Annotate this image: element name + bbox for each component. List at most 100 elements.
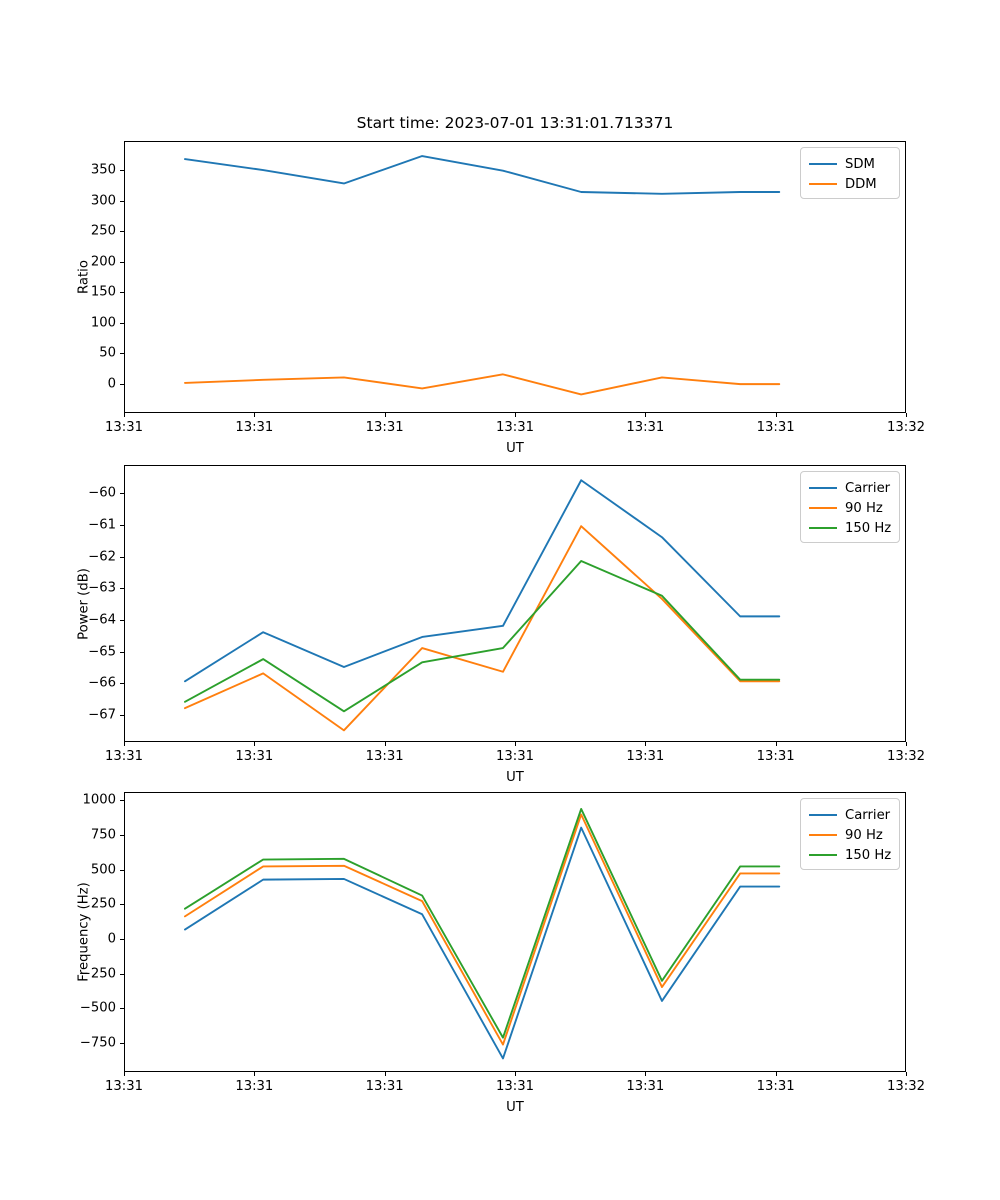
power-plot-ytick-mark (120, 620, 124, 622)
frequency-plot-xtick-mark (775, 1072, 777, 1076)
frequency-plot-xtick-label: 13:31 (104, 1079, 144, 1094)
ratio-plot-ytick-mark (120, 353, 124, 355)
power-plot-legend[interactable]: Carrier 90 Hz 150 Hz (800, 471, 900, 543)
legend-label: 150 Hz (845, 847, 892, 863)
power-plot-xtick-mark (515, 742, 516, 746)
power-plot-ytick-label: −66 (88, 675, 116, 691)
frequency-plot-ytick-mark (120, 938, 124, 940)
legend-entry-carrier[interactable]: Carrier (809, 478, 891, 498)
power-plot-xtick-mark (124, 742, 125, 746)
power-plot-xtick-mark (906, 742, 907, 746)
frequency-plot-ytick-mark (120, 834, 124, 836)
power-plot-ytick-label: −63 (88, 580, 116, 596)
legend-entry-150-hz[interactable]: 150 Hz (809, 845, 891, 865)
ratio-plot-xaxis-label: UT (506, 441, 524, 456)
frequency-plot-xtick-mark (254, 1072, 256, 1076)
ratio-plot-ytick-mark (120, 200, 124, 202)
ratio-plot (124, 141, 906, 413)
power-plot-ytick-mark (120, 588, 124, 590)
ratio-plot-ytick-label: 350 (90, 162, 116, 178)
ratio-plot-xtick-label: 13:31 (365, 420, 404, 435)
legend-line-swatch (809, 487, 837, 489)
power-plot-xtick-label: 13:31 (756, 749, 795, 764)
power-plot-ytick-mark (120, 493, 124, 495)
frequency-plot-ytick-label: −500 (79, 1000, 116, 1016)
series-line-150-hz (184, 560, 781, 713)
power-plot-data-lines (184, 479, 781, 732)
legend-line-swatch (809, 507, 837, 509)
power-plot (124, 465, 906, 742)
ratio-plot-xtick-label: 13:31 (756, 420, 795, 435)
ratio-plot-data-lines (184, 155, 781, 396)
legend-label: 150 Hz (845, 520, 892, 536)
frequency-plot-ytick-label: 250 (90, 896, 116, 912)
ratio-plot-xtick-label: 13:31 (626, 420, 665, 435)
frequency-plot-xtick-mark (906, 1072, 907, 1076)
power-plot-xtick-label: 13:31 (495, 749, 535, 764)
legend-label: 90 Hz (845, 500, 883, 516)
ratio-plot-ytick-label: 200 (90, 254, 116, 270)
power-plot-ytick-label: −62 (88, 549, 116, 565)
ratio-plot-ytick-mark (120, 170, 124, 172)
legend-line-swatch (809, 527, 837, 529)
figure-title: Start time: 2023-07-01 13:31:01.713371 (356, 114, 674, 132)
legend-label: SDM (845, 156, 875, 172)
legend-entry-ddm[interactable]: DDM (809, 174, 891, 194)
power-plot-xaxis-label: UT (506, 770, 524, 785)
power-plot-xtick-label: 13:31 (104, 749, 144, 764)
frequency-plot (124, 792, 906, 1072)
frequency-plot-xtick-label: 13:31 (626, 1079, 665, 1094)
frequency-plot-xtick-mark (515, 1072, 516, 1076)
legend-line-swatch (809, 854, 837, 856)
frequency-plot-legend[interactable]: Carrier 90 Hz 150 Hz (800, 798, 900, 870)
ratio-plot-ytick-label: 150 (90, 284, 116, 300)
ratio-plot-xtick-label: 13:31 (104, 420, 144, 435)
legend-entry-carrier[interactable]: Carrier (809, 805, 891, 825)
frequency-plot-ytick-mark (120, 1008, 124, 1010)
power-plot-xtick-label: 13:31 (235, 749, 274, 764)
frequency-plot-yaxis-label: Frequency (Hz) (76, 882, 92, 982)
frequency-plot-xtick-label: 13:31 (495, 1079, 535, 1094)
frequency-plot-xtick-label: 13:31 (365, 1079, 404, 1094)
power-plot-xtick-label: 13:31 (365, 749, 404, 764)
legend-entry-150-hz[interactable]: 150 Hz (809, 518, 891, 538)
legend-line-swatch (809, 814, 837, 816)
ratio-plot-ytick-mark (120, 261, 124, 263)
power-plot-ytick-mark (120, 651, 124, 653)
power-plot-ytick-label: −67 (88, 707, 116, 723)
ratio-plot-xtick-mark (645, 413, 647, 417)
legend-line-swatch (809, 163, 837, 165)
ratio-plot-legend[interactable]: SDM DDM (800, 147, 900, 199)
legend-entry-90-hz[interactable]: 90 Hz (809, 825, 891, 845)
ratio-plot-xtick-mark (906, 413, 907, 417)
frequency-plot-ytick-mark (120, 973, 124, 975)
ratio-plot-ytick-label: 100 (90, 315, 116, 331)
series-line-90-hz (184, 525, 781, 732)
frequency-plot-xtick-mark (124, 1072, 125, 1076)
frequency-plot-ytick-label: 500 (90, 862, 116, 878)
ratio-plot-xtick-mark (515, 413, 516, 417)
power-plot-yaxis-label: Power (dB) (76, 567, 92, 640)
frequency-plot-ytick-mark (120, 800, 124, 802)
legend-label: DDM (845, 176, 877, 192)
frequency-plot-ytick-label: 1000 (82, 792, 116, 808)
series-line-ddm (184, 373, 781, 396)
legend-entry-90-hz[interactable]: 90 Hz (809, 498, 891, 518)
power-plot-ytick-mark (120, 683, 124, 685)
ratio-plot-ytick-label: 300 (90, 193, 116, 209)
frequency-plot-ytick-mark (120, 1042, 124, 1044)
power-plot-ytick-mark (120, 715, 124, 717)
frequency-plot-ytick-mark (120, 869, 124, 871)
legend-label: Carrier (845, 480, 891, 496)
power-plot-ytick-mark (120, 556, 124, 558)
ratio-plot-ytick-label: 0 (107, 376, 116, 392)
ratio-plot-xtick-label: 13:31 (235, 420, 274, 435)
legend-entry-sdm[interactable]: SDM (809, 154, 891, 174)
ratio-plot-yaxis-label: Ratio (76, 260, 92, 294)
ratio-plot-xtick-mark (124, 413, 125, 417)
frequency-plot-ytick-label: 0 (107, 931, 116, 947)
frequency-plot-ytick-label: 750 (90, 827, 116, 843)
ratio-plot-xtick-label: 13:31 (495, 420, 535, 435)
power-plot-ytick-label: −61 (88, 517, 116, 533)
